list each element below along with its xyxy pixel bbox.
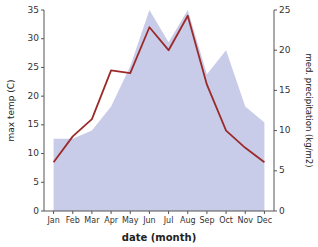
x-tick (91, 211, 92, 214)
x-tick-label: Sep (199, 216, 214, 225)
chart-container: 051015202530350510152025JanFebMarAprMayJ… (0, 0, 318, 247)
y-tick-label: 10 (28, 148, 40, 158)
x-tick (245, 211, 246, 214)
y2-axis-line (274, 10, 275, 211)
temperature-line (54, 16, 265, 162)
y-tick (41, 38, 44, 39)
x-tick (226, 211, 227, 214)
x-tick (187, 211, 188, 214)
y-tick-label: 5 (33, 177, 39, 187)
x-tick (53, 211, 54, 214)
y-tick-label: 15 (28, 119, 39, 129)
y-tick-label: 0 (33, 206, 39, 216)
precipitation-area (54, 10, 265, 211)
x-tick-label: Mar (84, 216, 100, 225)
y2-tick (274, 130, 277, 131)
y-tick-label: 30 (28, 33, 40, 43)
chart-svg: 051015202530350510152025JanFebMarAprMayJ… (0, 0, 318, 247)
y-tick (41, 182, 44, 183)
y-tick-label: 35 (28, 5, 39, 15)
y-tick (41, 124, 44, 125)
y2-axis-label: med. precipitation (kg/m2) (304, 53, 314, 167)
y-axis-label: max temp (C) (6, 79, 16, 141)
y2-tick-label: 15 (279, 85, 290, 95)
y-tick (41, 67, 44, 68)
x-tick-label: Apr (104, 216, 119, 225)
y2-tick (274, 211, 277, 212)
y2-tick-label: 0 (279, 206, 285, 216)
y2-tick (274, 170, 277, 171)
x-tick (130, 211, 131, 214)
y-tick (41, 211, 44, 212)
x-tick (264, 211, 265, 214)
y-axis-line (44, 10, 45, 211)
y-tick (41, 153, 44, 154)
y2-tick (274, 90, 277, 91)
y-tick (41, 96, 44, 97)
x-tick-label: Aug (180, 216, 196, 225)
marks (54, 10, 265, 211)
x-tick (72, 211, 73, 214)
y2-tick (274, 50, 277, 51)
x-tick-label: May (122, 216, 139, 225)
axes: 051015202530350510152025JanFebMarAprMayJ… (28, 5, 291, 226)
y2-tick-label: 10 (279, 125, 291, 135)
x-tick (149, 211, 150, 214)
y-tick (41, 10, 44, 11)
x-tick (111, 211, 112, 214)
x-tick (206, 211, 207, 214)
y2-tick-label: 20 (279, 45, 291, 55)
x-tick-label: Oct (219, 216, 233, 225)
x-tick-label: Jan (46, 216, 59, 225)
x-tick-label: Jun (142, 216, 156, 225)
x-axis-line (44, 211, 274, 212)
y2-tick-label: 5 (279, 165, 285, 175)
y-tick-label: 25 (28, 62, 39, 72)
x-tick (168, 211, 169, 214)
y-tick-label: 20 (28, 91, 40, 101)
y2-tick (274, 10, 277, 11)
x-tick-label: Nov (237, 216, 253, 225)
x-tick-label: Dec (257, 216, 272, 225)
x-tick-label: Jul (163, 216, 174, 225)
x-tick-label: Feb (66, 216, 80, 225)
x-axis-label: date (month) (122, 232, 196, 243)
y2-tick-label: 25 (279, 5, 290, 15)
